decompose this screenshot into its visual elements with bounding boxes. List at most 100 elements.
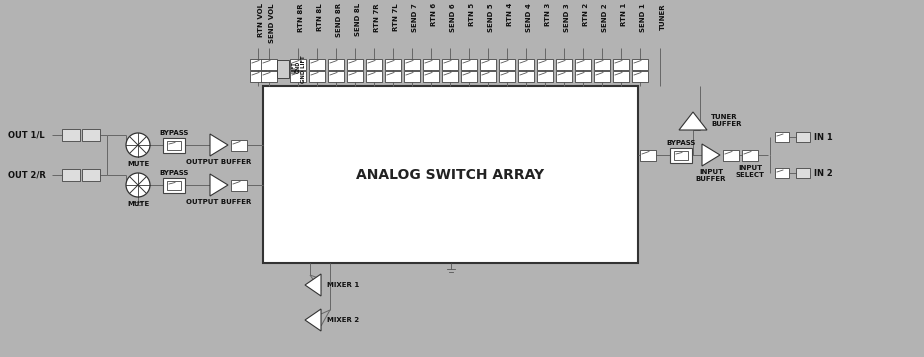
Text: SEND VOL: SEND VOL: [269, 3, 275, 42]
Bar: [82, 129, 100, 141]
Bar: [167, 141, 181, 150]
Bar: [442, 59, 458, 70]
Bar: [309, 70, 325, 81]
Bar: [263, 86, 638, 263]
Bar: [290, 70, 306, 81]
Bar: [537, 70, 553, 81]
Circle shape: [126, 133, 150, 157]
Bar: [231, 140, 247, 151]
Bar: [674, 151, 688, 160]
Bar: [62, 169, 80, 181]
Text: BYPASS: BYPASS: [159, 170, 188, 176]
Bar: [290, 59, 306, 70]
Text: RTN 6: RTN 6: [431, 3, 437, 26]
Polygon shape: [702, 144, 720, 166]
Bar: [231, 180, 247, 191]
Polygon shape: [210, 134, 228, 156]
Polygon shape: [210, 174, 228, 196]
Bar: [556, 59, 572, 70]
Bar: [499, 59, 515, 70]
Bar: [461, 59, 477, 70]
Bar: [82, 169, 100, 181]
Bar: [575, 59, 591, 70]
Text: SEND 3: SEND 3: [564, 3, 570, 32]
Bar: [640, 150, 656, 161]
Text: RTN 7L: RTN 7L: [393, 3, 399, 31]
Bar: [594, 70, 610, 81]
Text: BYPASS: BYPASS: [159, 130, 188, 136]
Polygon shape: [679, 112, 707, 130]
Text: MIXER 1: MIXER 1: [327, 282, 359, 288]
Bar: [594, 59, 610, 70]
Text: RTN 4: RTN 4: [507, 3, 513, 26]
Bar: [261, 59, 277, 70]
Text: LIFT: LIFT: [291, 61, 296, 73]
Bar: [328, 70, 344, 81]
Text: SEND 6: SEND 6: [450, 3, 456, 32]
Text: OUT 1/L: OUT 1/L: [8, 131, 44, 140]
Bar: [518, 70, 534, 81]
Text: SEND 4: SEND 4: [526, 3, 532, 32]
Bar: [167, 181, 181, 190]
Text: SEND 2: SEND 2: [602, 3, 608, 32]
Bar: [775, 132, 789, 142]
Bar: [742, 150, 758, 161]
Bar: [366, 70, 382, 81]
Text: RTN 8R: RTN 8R: [298, 3, 304, 32]
Text: BYPASS: BYPASS: [666, 140, 696, 146]
Text: RTN 3: RTN 3: [545, 3, 551, 26]
Text: INPUT
BUFFER: INPUT BUFFER: [696, 169, 726, 182]
Polygon shape: [305, 309, 321, 331]
Text: OUT 2/R: OUT 2/R: [8, 171, 46, 180]
Bar: [480, 70, 496, 81]
Text: RTN 5: RTN 5: [469, 3, 475, 26]
Text: GND LIFT: GND LIFT: [301, 55, 306, 83]
Bar: [163, 177, 185, 192]
Text: RTN 1: RTN 1: [621, 3, 627, 26]
Text: ANALOG SWITCH ARRAY: ANALOG SWITCH ARRAY: [357, 167, 544, 181]
Bar: [277, 60, 289, 78]
Bar: [670, 147, 692, 162]
Text: MUTE: MUTE: [127, 201, 149, 207]
Text: RTN 2: RTN 2: [583, 3, 589, 26]
Bar: [366, 59, 382, 70]
Text: TUNER
BUFFER: TUNER BUFFER: [711, 114, 741, 126]
Bar: [613, 59, 629, 70]
Text: RTN 7R: RTN 7R: [374, 3, 380, 32]
Text: IN 2: IN 2: [814, 169, 833, 177]
Text: INPUT
SELECT: INPUT SELECT: [736, 165, 764, 178]
Bar: [480, 59, 496, 70]
Text: SEND 7: SEND 7: [412, 3, 418, 32]
Bar: [499, 70, 515, 81]
Bar: [537, 59, 553, 70]
Bar: [461, 70, 477, 81]
Text: MUTE: MUTE: [127, 161, 149, 167]
Text: OUTPUT BUFFER: OUTPUT BUFFER: [187, 159, 251, 165]
Text: SEND 5: SEND 5: [488, 3, 494, 32]
Bar: [556, 70, 572, 81]
Bar: [385, 70, 401, 81]
Bar: [442, 70, 458, 81]
Text: OUTPUT BUFFER: OUTPUT BUFFER: [187, 199, 251, 205]
Bar: [347, 70, 363, 81]
Text: GND: GND: [296, 61, 301, 73]
Bar: [796, 132, 810, 142]
Bar: [423, 59, 439, 70]
Bar: [404, 59, 420, 70]
Bar: [723, 150, 739, 161]
Bar: [163, 137, 185, 152]
Circle shape: [126, 173, 150, 197]
Text: SEND 8L: SEND 8L: [355, 3, 361, 36]
Bar: [796, 168, 810, 178]
Bar: [632, 70, 648, 81]
Text: MIXER 2: MIXER 2: [327, 317, 359, 323]
Bar: [250, 59, 266, 70]
Bar: [261, 70, 277, 81]
Bar: [309, 59, 325, 70]
Bar: [404, 70, 420, 81]
Bar: [632, 59, 648, 70]
Text: RTN 8L: RTN 8L: [317, 3, 323, 31]
Bar: [328, 59, 344, 70]
Text: RTN VOL: RTN VOL: [258, 3, 264, 37]
Bar: [518, 59, 534, 70]
